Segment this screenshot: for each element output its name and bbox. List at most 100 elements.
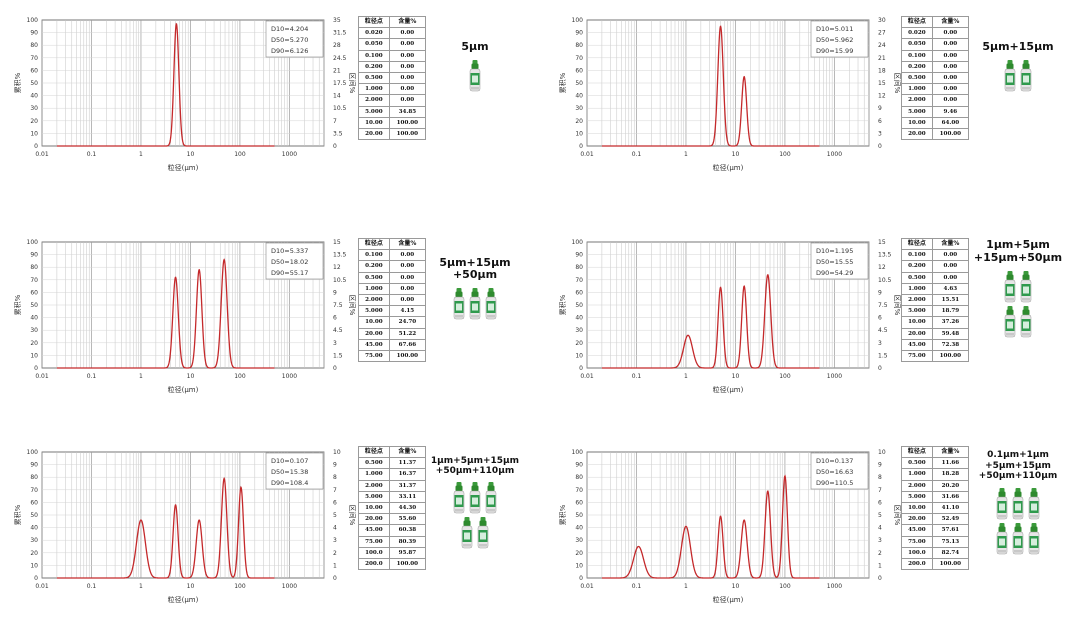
y-tick-label-left: 20 <box>575 550 583 557</box>
table-row: 1.000 0.00 <box>358 282 427 296</box>
x-tick-label: 10 <box>187 373 195 380</box>
size-table: 粒径点 含量% 0.500 11.37 1.000 16.37 2.000 31.37 5.00… <box>358 445 427 571</box>
table-header-row: 粒径点 含量% <box>358 445 427 459</box>
y-tick-label-left: 40 <box>30 315 38 322</box>
mixture-label: 5μm+15μm <box>982 40 1054 54</box>
table-row: 10.00 44.30 <box>358 502 427 515</box>
bottle-icon <box>469 288 481 320</box>
y-tick-label-left: 0 <box>579 575 583 582</box>
table-cell: 1.000 <box>901 282 933 296</box>
y-tick-label-right: 30 <box>878 17 886 24</box>
table-row: 5.000 33.11 <box>358 490 427 504</box>
table-row: 1.000 0.00 <box>358 83 427 96</box>
y-tick-label-left: 30 <box>30 105 38 112</box>
table-cell: 10.00 <box>358 502 390 515</box>
table-cell: 1.000 <box>358 468 390 481</box>
table-cell: 31.37 <box>388 479 427 492</box>
y-tick-label-right: 13.5 <box>333 252 347 259</box>
y-tick-label-right: 10 <box>333 449 341 456</box>
y-tick-label-right: 6 <box>333 315 337 322</box>
bottle-icon <box>1004 305 1016 337</box>
table-header-cell: 粒径点 <box>901 445 933 459</box>
bottle-icon <box>461 517 473 549</box>
y-tick-label-right: 0 <box>333 575 337 582</box>
bottle-icon <box>1028 522 1040 554</box>
y-tick-label-right: 1 <box>878 562 882 569</box>
distribution-curve <box>601 274 820 369</box>
y-tick-label-right: 3.5 <box>333 130 343 137</box>
y-tick-label-right: 1.5 <box>878 352 888 359</box>
bottle-group <box>1002 270 1034 338</box>
x-tick-label: 10 <box>187 151 195 158</box>
y-tick-label-left: 70 <box>575 487 583 494</box>
table-row: 2.000 0.00 <box>358 94 427 107</box>
table-cell: 0.00 <box>388 294 427 307</box>
y-tick-label-left: 90 <box>30 252 38 259</box>
table-cell: 59.48 <box>931 327 970 340</box>
y-tick-label-left: 10 <box>30 562 38 569</box>
y-axis-label-left: 累积% <box>558 72 567 93</box>
y-tick-label-left: 80 <box>575 474 583 481</box>
table-row: 0.200 0.00 <box>358 60 427 74</box>
table-cell: 0.00 <box>388 27 427 40</box>
table-cell: 0.00 <box>931 271 970 284</box>
x-tick-label: 10 <box>732 151 740 158</box>
y-tick-label-right: 10.5 <box>333 277 347 284</box>
table-row: 10.00 64.00 <box>901 116 970 130</box>
table-cell: 4.15 <box>388 305 427 318</box>
table-cell: 0.00 <box>388 282 427 296</box>
table-cell: 11.66 <box>931 457 970 470</box>
y-tick-label-right: 3 <box>878 340 882 347</box>
size-table: 粒径点 含量% 0.020 0.00 0.050 0.00 0.100 0.00 0.200 0.… <box>358 15 427 141</box>
d-value-box <box>810 452 869 490</box>
table-cell: 0.00 <box>388 60 427 74</box>
table-row: 5.000 31.66 <box>901 490 970 504</box>
table-cell: 45.00 <box>901 338 933 352</box>
y-tick-label-right: 0 <box>878 143 882 150</box>
y-tick-label-left: 100 <box>572 239 584 246</box>
table-header-cell: 粒径点 <box>358 15 390 29</box>
table-row: 1.000 16.37 <box>358 468 427 481</box>
y-tick-label-right: 9 <box>878 462 882 469</box>
y-tick-label-left: 80 <box>575 264 583 271</box>
y-tick-label-left: 60 <box>30 289 38 296</box>
y-tick-label-left: 100 <box>27 239 39 246</box>
y-tick-label-left: 50 <box>575 512 583 519</box>
x-axis-label: 粒径(μm) <box>168 385 199 394</box>
y-tick-label-left: 70 <box>575 55 583 62</box>
table-cell: 100.0 <box>358 546 390 560</box>
table-cell: 0.00 <box>931 72 970 85</box>
x-tick-label: 1000 <box>827 151 842 158</box>
table-cell: 1.000 <box>358 83 390 96</box>
x-tick-label: 0.1 <box>87 583 97 590</box>
y-axis-label-right: 区间% <box>348 505 356 526</box>
y-tick-label-right: 3 <box>878 130 882 137</box>
y-tick-label-right: 4 <box>878 525 882 532</box>
y-tick-label-right: 7.5 <box>333 302 343 309</box>
x-tick-label: 1 <box>684 151 688 158</box>
distribution-curve <box>601 474 820 579</box>
x-tick-label: 1 <box>139 151 143 158</box>
y-tick-label-left: 0 <box>579 143 583 150</box>
table-cell: 95.87 <box>388 546 427 560</box>
table-cell: 16.37 <box>388 468 427 481</box>
table-row: 2.000 0.00 <box>358 294 427 307</box>
table-row: 0.020 0.00 <box>901 27 970 40</box>
d-value-label: D90=55.17 <box>271 269 308 277</box>
y-tick-label-right: 8 <box>333 474 337 481</box>
bottle-group <box>994 487 1042 555</box>
y-tick-label-left: 100 <box>572 17 584 24</box>
table-row: 200.0 100.00 <box>358 558 427 571</box>
table-cell: 200.0 <box>901 558 933 571</box>
y-tick-label-left: 50 <box>30 302 38 309</box>
y-axis-label-left: 累积% <box>13 72 22 93</box>
size-table: 粒径点 含量% 0.020 0.00 0.050 0.00 0.100 0.00 0.200 0.… <box>901 15 970 141</box>
d-value-box <box>265 20 324 58</box>
bottle-icon <box>1004 59 1016 92</box>
bottle-icon <box>1020 59 1032 92</box>
table-row: 10.00 100.00 <box>358 116 427 130</box>
y-tick-label-right: 0 <box>878 575 882 582</box>
y-tick-label-right: 3 <box>333 340 337 347</box>
x-tick-label: 0.01 <box>580 373 594 380</box>
